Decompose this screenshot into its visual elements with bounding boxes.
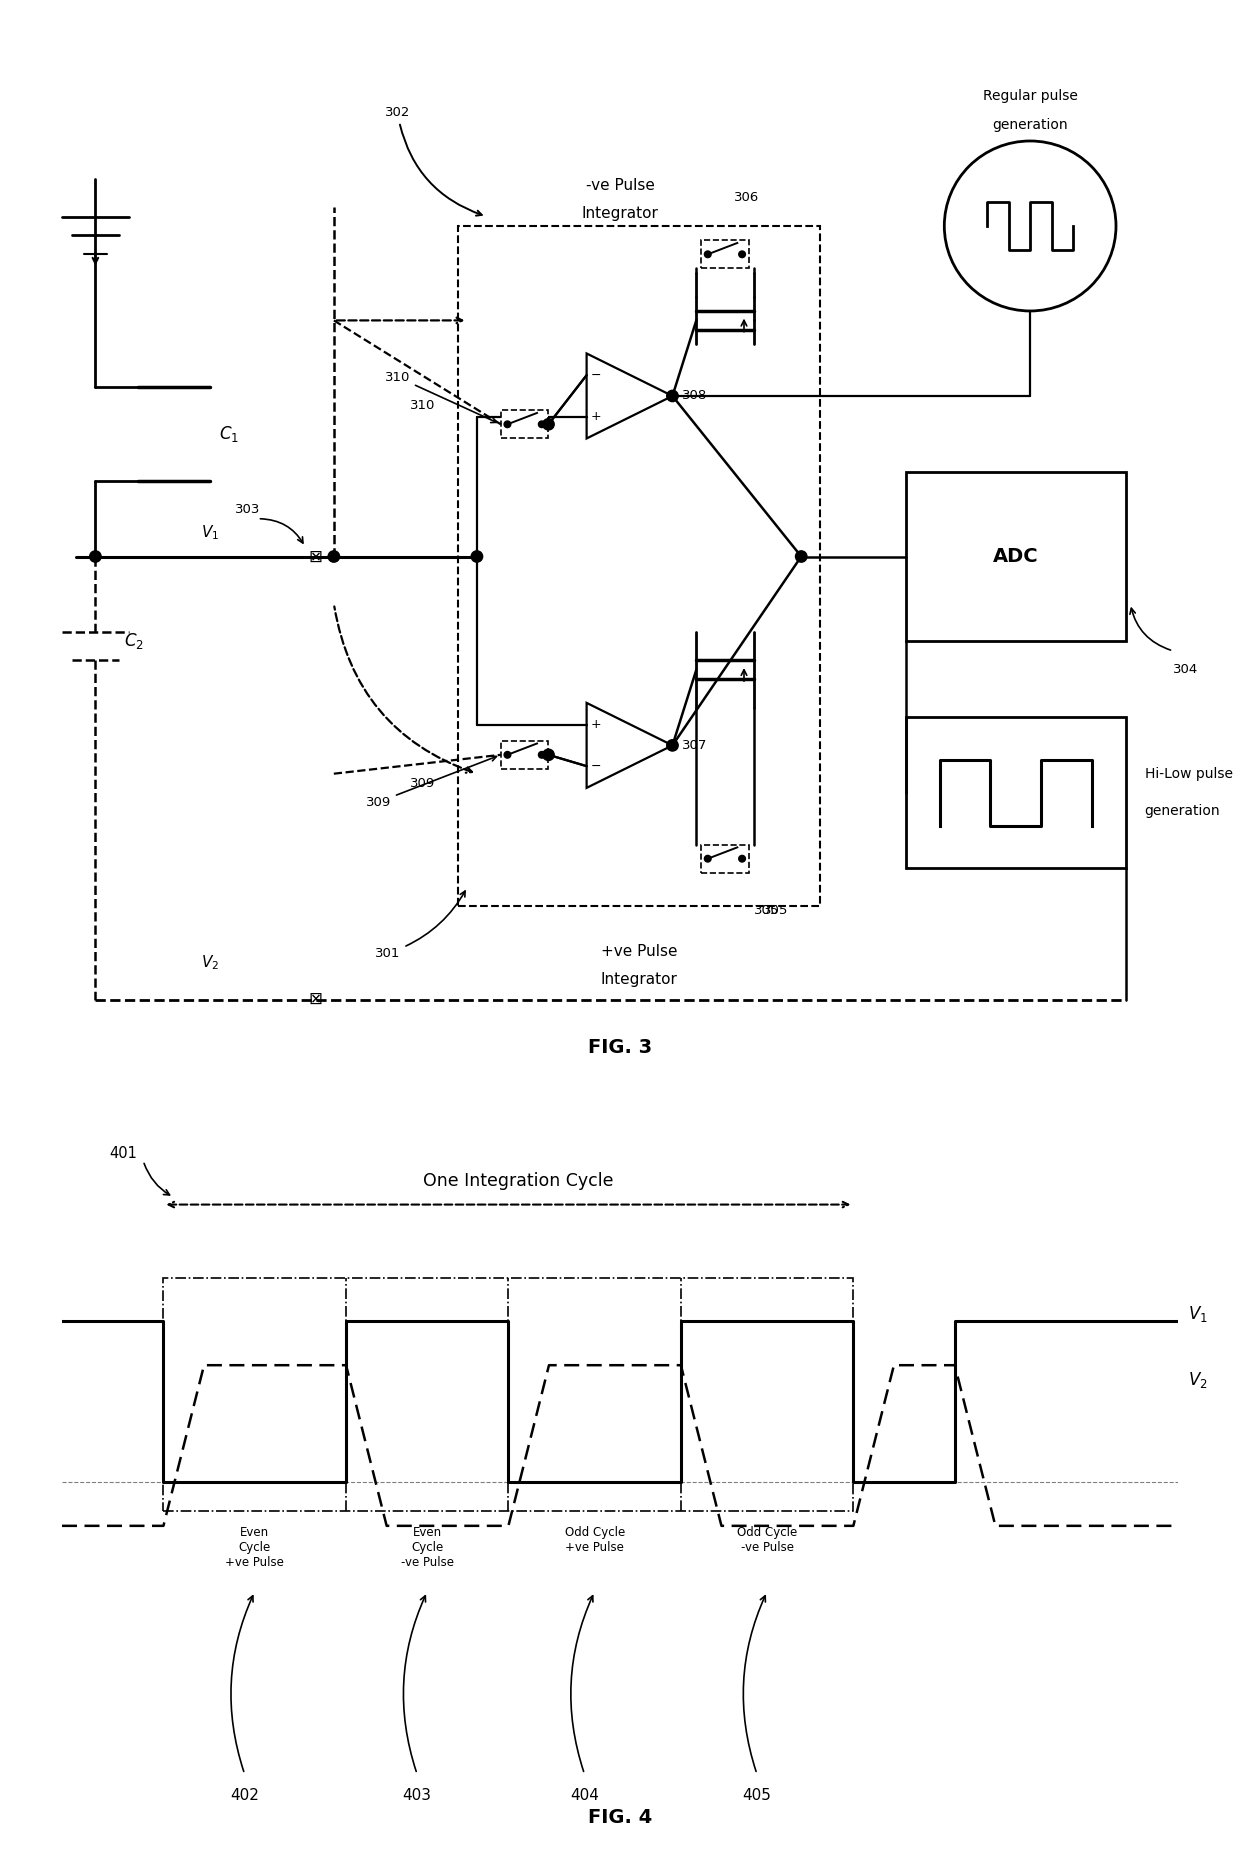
Circle shape bbox=[543, 419, 554, 430]
Text: Odd Cycle
-ve Pulse: Odd Cycle -ve Pulse bbox=[737, 1527, 797, 1554]
Text: $V_1$: $V_1$ bbox=[201, 523, 219, 542]
Circle shape bbox=[796, 551, 807, 562]
Text: Odd Cycle
+ve Pulse: Odd Cycle +ve Pulse bbox=[564, 1527, 625, 1554]
Text: 401: 401 bbox=[109, 1146, 136, 1161]
FancyBboxPatch shape bbox=[906, 718, 1126, 868]
Text: 309: 309 bbox=[410, 777, 435, 790]
Text: 309: 309 bbox=[366, 757, 496, 809]
Circle shape bbox=[739, 855, 745, 863]
Circle shape bbox=[505, 421, 511, 429]
Text: 308: 308 bbox=[682, 390, 707, 403]
Text: generation: generation bbox=[1145, 805, 1220, 818]
Circle shape bbox=[538, 421, 546, 429]
Circle shape bbox=[505, 751, 511, 759]
Text: Integrator: Integrator bbox=[582, 206, 658, 221]
Text: $\boxtimes$: $\boxtimes$ bbox=[308, 547, 322, 566]
Text: $V_2$: $V_2$ bbox=[201, 953, 219, 972]
Text: 304: 304 bbox=[1173, 664, 1199, 677]
Text: $V_1$: $V_1$ bbox=[1188, 1304, 1208, 1324]
Text: 405: 405 bbox=[743, 1788, 771, 1803]
Text: +: + bbox=[590, 718, 601, 731]
Text: Even
Cycle
+ve Pulse: Even Cycle +ve Pulse bbox=[226, 1527, 284, 1569]
Circle shape bbox=[667, 740, 678, 751]
Text: −: − bbox=[591, 369, 601, 382]
Circle shape bbox=[704, 855, 711, 863]
Text: $C_1$: $C_1$ bbox=[219, 423, 239, 443]
Text: 305: 305 bbox=[763, 903, 789, 916]
Circle shape bbox=[329, 551, 340, 562]
Text: $\boxtimes$: $\boxtimes$ bbox=[308, 989, 322, 1007]
FancyBboxPatch shape bbox=[501, 410, 548, 438]
Circle shape bbox=[667, 390, 678, 403]
Circle shape bbox=[538, 751, 546, 759]
FancyBboxPatch shape bbox=[906, 471, 1126, 642]
Text: FIG. 4: FIG. 4 bbox=[588, 1809, 652, 1827]
FancyBboxPatch shape bbox=[701, 844, 749, 874]
Text: +ve Pulse: +ve Pulse bbox=[601, 944, 677, 959]
FancyBboxPatch shape bbox=[701, 239, 749, 269]
Text: $V_2$: $V_2$ bbox=[1188, 1369, 1208, 1389]
Circle shape bbox=[543, 749, 554, 761]
Text: 307: 307 bbox=[682, 738, 707, 751]
Text: 310: 310 bbox=[410, 399, 435, 412]
Text: generation: generation bbox=[992, 117, 1068, 132]
Text: Hi-Low pulse: Hi-Low pulse bbox=[1145, 766, 1233, 781]
Text: Integrator: Integrator bbox=[600, 972, 677, 987]
Text: -ve Pulse: -ve Pulse bbox=[585, 178, 655, 193]
FancyBboxPatch shape bbox=[458, 226, 821, 905]
Text: 306: 306 bbox=[734, 191, 760, 204]
Text: 305: 305 bbox=[754, 903, 779, 916]
Text: Even
Cycle
-ve Pulse: Even Cycle -ve Pulse bbox=[401, 1527, 454, 1569]
Circle shape bbox=[471, 551, 482, 562]
Text: 403: 403 bbox=[403, 1788, 432, 1803]
Text: 303: 303 bbox=[236, 503, 260, 516]
Text: Regular pulse: Regular pulse bbox=[983, 89, 1078, 104]
Text: One Integration Cycle: One Integration Cycle bbox=[423, 1172, 614, 1189]
Text: $C_2$: $C_2$ bbox=[124, 631, 144, 651]
Text: 402: 402 bbox=[231, 1788, 259, 1803]
Text: +: + bbox=[590, 410, 601, 423]
Text: −: − bbox=[591, 761, 601, 774]
Circle shape bbox=[704, 250, 711, 258]
Text: ADC: ADC bbox=[993, 547, 1039, 566]
Circle shape bbox=[89, 551, 102, 562]
FancyBboxPatch shape bbox=[501, 740, 548, 770]
Text: FIG. 3: FIG. 3 bbox=[588, 1039, 652, 1057]
Text: 301: 301 bbox=[376, 890, 465, 959]
Text: 404: 404 bbox=[570, 1788, 599, 1803]
Text: 310: 310 bbox=[384, 371, 496, 423]
Text: 302: 302 bbox=[384, 106, 482, 215]
Circle shape bbox=[739, 250, 745, 258]
